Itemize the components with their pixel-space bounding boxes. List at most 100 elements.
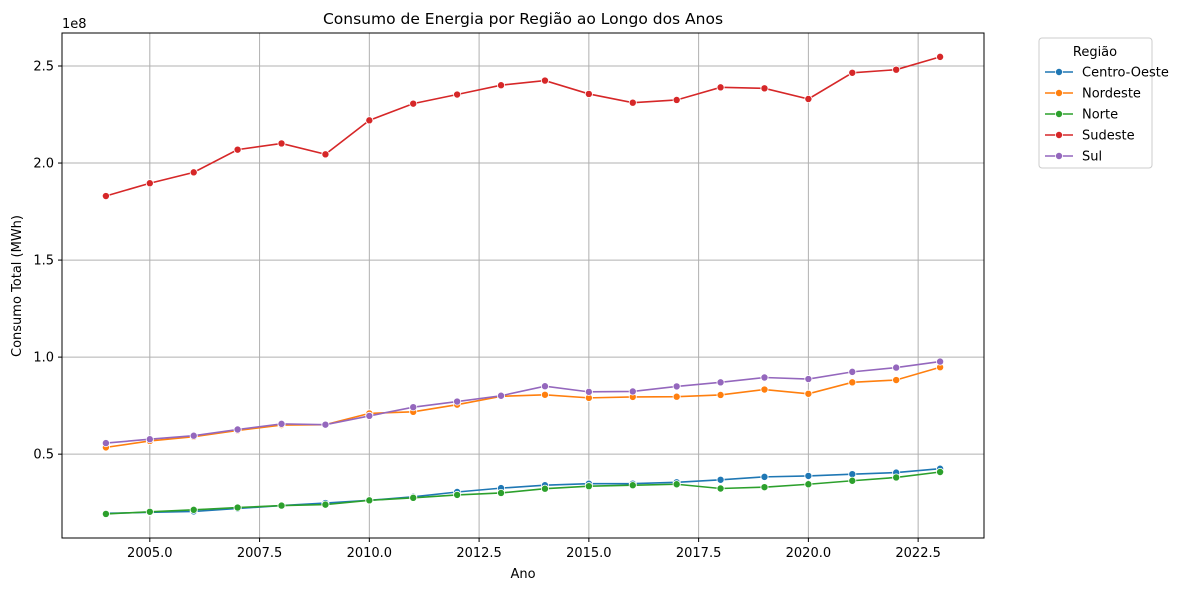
data-point-norte	[453, 490, 462, 499]
x-tick-label: 2007.5	[237, 546, 283, 561]
legend-item-nordeste: Nordeste	[1045, 87, 1141, 102]
legend-title: Região	[1073, 45, 1117, 60]
series-line-sul	[105, 360, 941, 444]
data-point-sul	[892, 363, 901, 372]
data-point-sul	[321, 420, 330, 429]
data-point-norte	[101, 509, 110, 518]
data-point-sudeste	[936, 52, 945, 61]
data-point-norte	[189, 505, 198, 514]
data-point-nordeste	[540, 390, 549, 399]
data-point-sudeste	[145, 179, 154, 188]
data-point-norte	[936, 468, 945, 477]
data-point-sul	[760, 373, 769, 382]
data-point-sul	[584, 387, 593, 396]
data-point-norte	[409, 493, 418, 502]
y-tick-label: 0.5	[33, 448, 54, 463]
data-point-norte	[540, 484, 549, 493]
data-point-norte	[497, 488, 506, 497]
legend-item-sudeste: Sudeste	[1045, 129, 1135, 144]
series-line-norte	[105, 471, 941, 515]
data-point-sul	[497, 391, 506, 400]
data-point-sudeste	[540, 76, 549, 85]
data-point-sul	[936, 357, 945, 366]
x-tick-label: 2015.0	[566, 546, 612, 561]
data-point-sul	[716, 378, 725, 387]
data-point-sudeste	[584, 89, 593, 98]
data-point-nordeste	[716, 390, 725, 399]
legend-item-norte: Norte	[1045, 108, 1118, 123]
x-tick-label: 2017.5	[676, 546, 722, 561]
legend-item-centro-oeste: Centro-Oeste	[1045, 66, 1169, 81]
data-point-sul	[453, 397, 462, 406]
series-nordeste	[101, 363, 945, 452]
data-point-sudeste	[628, 98, 637, 107]
legend-label: Centro-Oeste	[1082, 66, 1169, 81]
y-offset-label: 1e8	[62, 17, 87, 32]
data-point-sudeste	[365, 116, 374, 125]
data-point-centro-oeste	[848, 470, 857, 479]
series-line-sudeste	[105, 56, 941, 197]
data-point-norte	[145, 507, 154, 516]
data-point-norte	[365, 496, 374, 505]
data-point-sudeste	[760, 84, 769, 93]
legend-label: Norte	[1082, 108, 1118, 123]
series-group	[101, 52, 945, 518]
data-point-centro-oeste	[804, 471, 813, 480]
series-line-centro-oeste	[105, 467, 941, 515]
x-tick-label: 2022.5	[895, 546, 941, 561]
legend-marker	[1055, 151, 1064, 160]
data-point-nordeste	[892, 376, 901, 385]
legend-marker	[1055, 110, 1064, 119]
data-point-sul	[804, 375, 813, 384]
x-tick-label: 2005.0	[127, 546, 173, 561]
y-tick-label: 1.5	[33, 254, 54, 269]
y-tick-label: 2.0	[33, 157, 54, 172]
data-point-norte	[628, 481, 637, 490]
x-tick-label: 2012.5	[456, 546, 502, 561]
data-point-norte	[233, 503, 242, 512]
legend-item-sul: Sul	[1045, 150, 1102, 165]
data-point-sudeste	[453, 90, 462, 99]
legend: Região Centro-Oeste Nordeste Norte Sudeste S…	[1038, 37, 1169, 169]
data-point-sul	[628, 387, 637, 396]
data-point-sul	[233, 425, 242, 434]
legend-marker	[1055, 89, 1064, 98]
x-axis-label: Ano	[510, 567, 535, 582]
data-point-sul	[189, 431, 198, 440]
data-point-norte	[277, 501, 286, 510]
legend-items: Centro-Oeste Nordeste Norte Sudeste Sul	[1045, 66, 1169, 165]
data-point-sul	[145, 435, 154, 444]
data-point-norte	[804, 480, 813, 489]
x-tick-label: 2010.0	[347, 546, 393, 561]
data-point-sudeste	[848, 68, 857, 77]
data-point-sudeste	[409, 99, 418, 108]
data-point-sudeste	[277, 139, 286, 148]
data-point-norte	[892, 473, 901, 482]
data-point-sul	[409, 403, 418, 412]
data-point-norte	[716, 484, 725, 493]
data-point-sudeste	[189, 168, 198, 177]
data-point-sul	[848, 367, 857, 376]
data-point-sudeste	[101, 192, 110, 201]
data-point-sul	[101, 439, 110, 448]
series-norte	[101, 468, 945, 518]
y-tick-label: 2.5	[33, 59, 54, 74]
data-point-nordeste	[760, 385, 769, 394]
series-line-nordeste	[105, 366, 941, 449]
legend-label: Sul	[1082, 150, 1102, 165]
data-point-centro-oeste	[760, 472, 769, 481]
series-sudeste	[101, 52, 945, 201]
legend-label: Sudeste	[1082, 129, 1135, 144]
data-point-centro-oeste	[716, 475, 725, 484]
data-point-sudeste	[672, 95, 681, 104]
plot-frame	[61, 32, 985, 539]
grid	[62, 33, 984, 538]
data-point-sudeste	[892, 65, 901, 74]
x-tick-label: 2020.0	[786, 546, 832, 561]
y-tick-label: 1.0	[33, 351, 54, 366]
data-point-sudeste	[497, 81, 506, 90]
legend-marker	[1055, 68, 1064, 77]
data-point-norte	[848, 476, 857, 485]
data-point-nordeste	[672, 392, 681, 401]
